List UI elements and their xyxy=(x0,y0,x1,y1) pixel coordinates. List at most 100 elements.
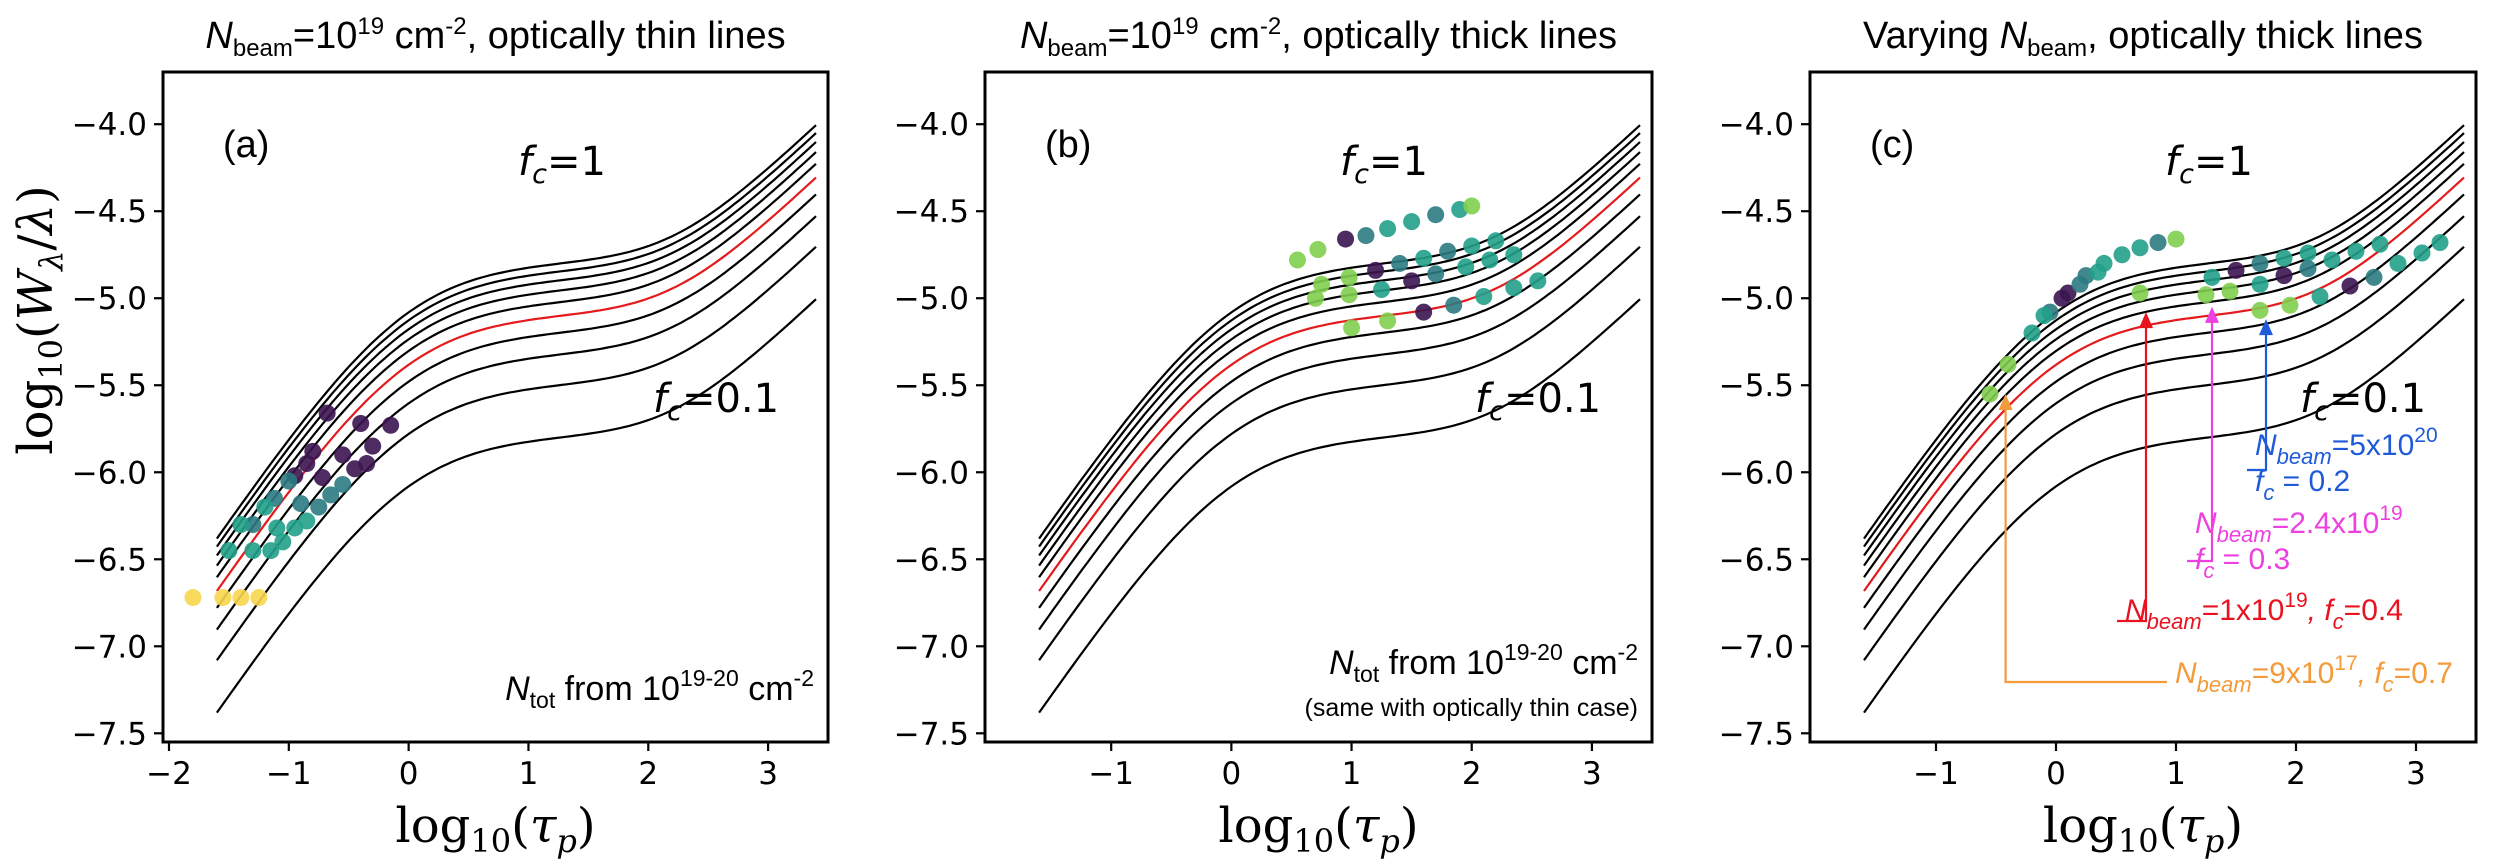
curve-fc xyxy=(216,215,817,631)
data-point xyxy=(1463,197,1481,215)
data-point xyxy=(286,519,304,537)
data-point xyxy=(184,589,202,607)
panel-a: −2 −1 0 1 2 3 −7.5 −7.0 −6.5 −6.0 −5.5 −5.0 −4.5 −4.0… xyxy=(72,13,830,860)
x-tick-label: 3 xyxy=(758,756,778,792)
data-point xyxy=(1415,303,1433,321)
data-point xyxy=(1463,237,1481,255)
x-tick-label: 1 xyxy=(1342,756,1362,792)
data-point xyxy=(1288,251,1306,269)
curve-fc xyxy=(1038,298,1641,714)
data-point xyxy=(2227,261,2245,279)
data-point xyxy=(1343,319,1361,337)
curve-highlight xyxy=(1038,176,1641,592)
panel-title: Nbeam=1019 cm-2, optically thin lines xyxy=(205,13,785,62)
plot-area xyxy=(1038,124,1641,714)
curve-fc xyxy=(1863,298,2465,714)
curve-fc xyxy=(216,132,817,548)
data-point xyxy=(1439,242,1457,260)
x-tick-label: 0 xyxy=(1222,756,1242,792)
plot-area xyxy=(1863,124,2465,714)
annotation-arrowhead xyxy=(2205,306,2219,323)
data-point xyxy=(1475,287,1493,305)
curve-fc xyxy=(1863,245,2465,661)
annotation-label: Nbeam=1x1019, fc=0.4 xyxy=(2125,589,2403,634)
y-tick-label: −6.5 xyxy=(1719,542,1794,578)
y-tick-label: −5.0 xyxy=(72,281,147,317)
annotation-orange: Nbeam=9x1017, fc=0.7 xyxy=(1998,393,2453,697)
y-tick-label: −6.5 xyxy=(894,542,969,578)
data-point xyxy=(244,542,262,560)
data-point xyxy=(310,498,328,516)
data-point xyxy=(274,533,292,551)
fc-top-label: fc=1 xyxy=(1340,139,1428,190)
y-tick-label: −7.0 xyxy=(894,629,969,665)
annotation-fc: fc = 0.3 xyxy=(2195,543,2290,583)
data-point xyxy=(334,475,352,493)
data-point xyxy=(1999,355,2017,373)
data-point xyxy=(220,542,238,560)
curve-fc xyxy=(1038,141,1641,557)
data-point xyxy=(2251,275,2269,293)
annotation-arrowhead xyxy=(1998,393,2013,410)
y-tick-label: −6.0 xyxy=(1719,455,1794,491)
data-point xyxy=(364,437,382,455)
x-tick-label: 3 xyxy=(1582,756,1602,792)
x-tick-label: −1 xyxy=(1088,756,1134,792)
data-point xyxy=(313,468,331,486)
curve-fc xyxy=(1863,141,2465,557)
curve-fc xyxy=(216,162,817,578)
y-tick-label: −4.0 xyxy=(894,107,969,143)
data-point xyxy=(2197,286,2215,304)
curve-fc xyxy=(216,245,817,661)
data-point xyxy=(2341,277,2359,295)
x-tick-label: −1 xyxy=(1913,756,1959,792)
y-tick-label: −7.5 xyxy=(72,716,147,752)
curve-fc xyxy=(1863,132,2465,548)
note-ntot: Ntot from 1019-20 cm-2 xyxy=(1329,639,1638,687)
data-point xyxy=(2431,234,2449,252)
curve-fc xyxy=(216,124,817,540)
data-point xyxy=(232,515,250,533)
y-tick-label: −6.0 xyxy=(72,455,147,491)
note-same-case: (same with optically thin case) xyxy=(1305,694,1638,722)
curve-fc xyxy=(1038,245,1641,661)
data-point xyxy=(1427,206,1445,224)
y-tick-label: −7.0 xyxy=(72,629,147,665)
panel-letter: (c) xyxy=(1870,124,1914,166)
data-point xyxy=(2281,296,2299,314)
curve-fc xyxy=(216,141,817,557)
curve-highlight xyxy=(1863,176,2465,592)
curve-fc xyxy=(1863,124,2465,540)
x-tick-label: 3 xyxy=(2406,756,2426,792)
data-point xyxy=(1367,261,1385,279)
x-tick-label: 2 xyxy=(2286,756,2306,792)
data-point xyxy=(262,542,280,560)
x-tick-label: 2 xyxy=(638,756,658,792)
panel-title: Varying Nbeam, optically thick lines xyxy=(1863,15,2423,62)
y-tick-label: −4.0 xyxy=(72,107,147,143)
x-axis-label: log10(τp) xyxy=(2043,798,2243,860)
data-point xyxy=(318,404,336,422)
data-point xyxy=(2113,246,2131,264)
data-point xyxy=(1487,232,1505,250)
curve-fc xyxy=(1038,124,1641,540)
data-point xyxy=(1445,296,1463,314)
annotation-arrow-line xyxy=(2004,407,2167,684)
curve-fc xyxy=(216,151,817,567)
data-point xyxy=(292,495,310,513)
data-point xyxy=(250,589,268,607)
annotation-red: Nbeam=1x1019, fc=0.4 xyxy=(2117,312,2403,634)
y-tick-label: −4.5 xyxy=(72,194,147,230)
data-point xyxy=(352,415,370,433)
data-point xyxy=(2413,244,2431,262)
axes-frame xyxy=(161,70,830,744)
y-tick-label: −5.0 xyxy=(1719,281,1794,317)
data-point xyxy=(2071,275,2089,293)
fc-top-label: fc=1 xyxy=(518,139,606,190)
data-point xyxy=(2023,324,2041,342)
data-point xyxy=(382,416,400,434)
annotation-arrowhead xyxy=(2259,319,2273,336)
y-tick-label: −6.0 xyxy=(894,455,969,491)
